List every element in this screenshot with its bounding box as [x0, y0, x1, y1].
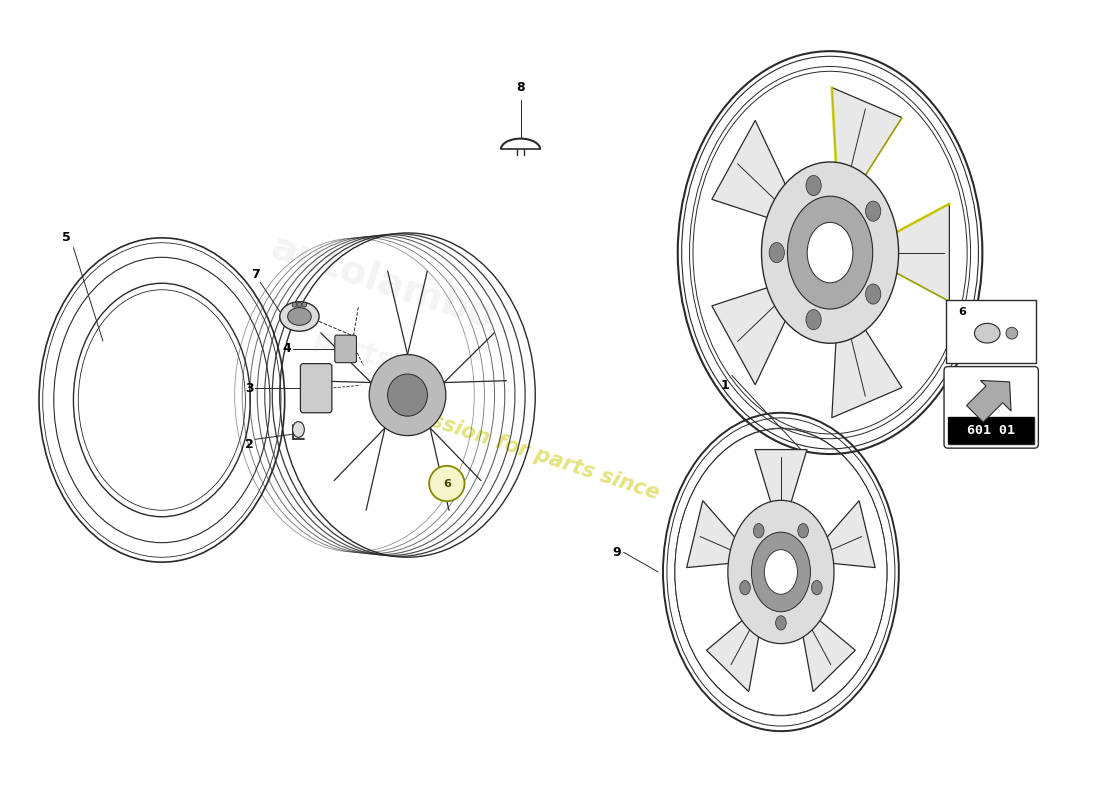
Ellipse shape [739, 581, 750, 595]
Ellipse shape [806, 175, 822, 196]
Polygon shape [832, 87, 902, 198]
Text: 6: 6 [443, 478, 451, 489]
Polygon shape [832, 306, 902, 418]
FancyBboxPatch shape [334, 335, 356, 362]
Ellipse shape [866, 201, 881, 222]
Polygon shape [967, 381, 1011, 422]
Ellipse shape [293, 422, 305, 438]
Text: 6: 6 [958, 306, 966, 317]
FancyBboxPatch shape [946, 300, 1036, 362]
Bar [948, 417, 1034, 444]
Ellipse shape [807, 222, 852, 283]
Text: 3: 3 [245, 382, 254, 394]
Polygon shape [801, 612, 856, 692]
Ellipse shape [387, 374, 428, 416]
Ellipse shape [754, 523, 764, 538]
Ellipse shape [297, 302, 301, 307]
Ellipse shape [776, 616, 786, 630]
Ellipse shape [663, 413, 899, 731]
Polygon shape [706, 612, 761, 692]
Text: autolambo: autolambo [266, 228, 499, 336]
Ellipse shape [678, 51, 982, 454]
FancyBboxPatch shape [948, 417, 1034, 444]
Text: 8: 8 [516, 81, 525, 94]
Polygon shape [712, 120, 798, 225]
Ellipse shape [728, 500, 834, 643]
Text: 85: 85 [726, 521, 767, 554]
Ellipse shape [370, 354, 446, 436]
Text: 1: 1 [720, 378, 729, 392]
Text: a passion for parts since: a passion for parts since [379, 395, 661, 503]
FancyBboxPatch shape [300, 364, 332, 413]
Ellipse shape [764, 550, 798, 594]
Ellipse shape [429, 466, 464, 502]
Polygon shape [755, 450, 807, 517]
Text: 7: 7 [251, 268, 260, 281]
Polygon shape [818, 501, 876, 568]
Ellipse shape [866, 284, 881, 304]
Ellipse shape [788, 196, 872, 309]
Ellipse shape [812, 581, 822, 595]
Polygon shape [712, 281, 798, 385]
Polygon shape [686, 501, 744, 568]
Ellipse shape [769, 242, 784, 262]
Ellipse shape [1005, 327, 1018, 339]
Ellipse shape [301, 302, 307, 307]
Text: 5: 5 [63, 231, 70, 244]
Ellipse shape [751, 532, 811, 612]
Ellipse shape [287, 308, 311, 326]
Polygon shape [876, 204, 949, 302]
Ellipse shape [279, 302, 319, 331]
Ellipse shape [806, 310, 822, 330]
Text: 4: 4 [283, 342, 292, 355]
Text: 601 01: 601 01 [967, 424, 1015, 437]
FancyBboxPatch shape [944, 366, 1038, 448]
Text: 9: 9 [613, 546, 621, 559]
Text: parts: parts [310, 325, 397, 377]
Text: 2: 2 [245, 438, 254, 450]
Ellipse shape [293, 302, 297, 307]
Ellipse shape [975, 323, 1000, 343]
Ellipse shape [761, 162, 899, 343]
Ellipse shape [798, 523, 808, 538]
